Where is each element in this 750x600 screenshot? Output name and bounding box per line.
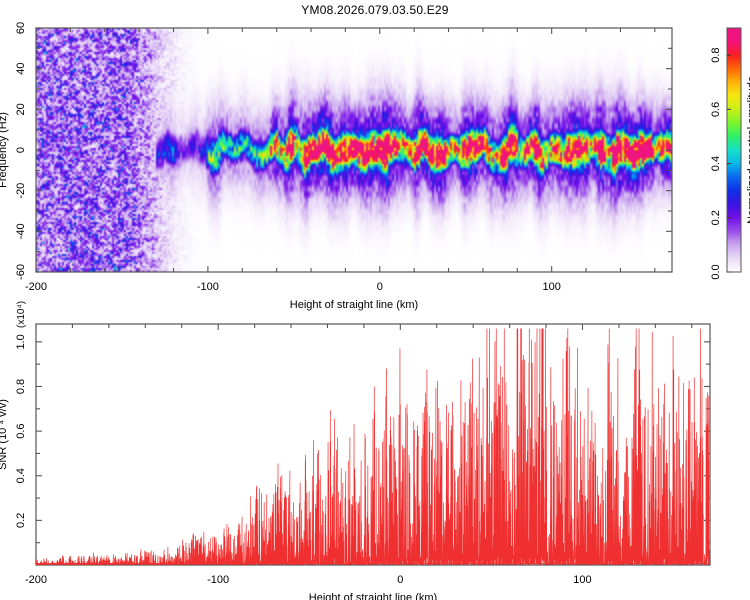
- snr-trace: [36, 328, 710, 565]
- snr-ytick-label: 0.2: [15, 513, 27, 528]
- spectrogram-xtick-label: -200: [25, 281, 47, 293]
- spectrogram-ytick-label: -60: [15, 264, 27, 280]
- snr-ytick-label: 0.4: [15, 468, 27, 483]
- snr-exponent-label: (x10⁴): [16, 301, 27, 328]
- spectrogram-xtick-label: -100: [197, 281, 219, 293]
- colorbar-ticklabel: 0.8: [710, 47, 722, 62]
- colorbar-ticklabel: 0.6: [710, 102, 722, 117]
- snr-xtick-label: -100: [207, 574, 229, 586]
- spectrogram-ytick-label: 60: [15, 22, 27, 34]
- colorbar-ticklabel: 0.2: [710, 210, 722, 225]
- colorbar-label: Normalized spectral amplitude: [746, 76, 750, 224]
- snr-ytick-label: 1.0: [15, 334, 27, 349]
- spectrogram-ytick-label: -20: [15, 183, 27, 199]
- snr-xtick-label: 0: [397, 574, 403, 586]
- colorbar-ticklabel: 0.4: [710, 156, 722, 171]
- snr-axes-frame: [35, 323, 711, 566]
- colorbar-ticklabel: 0.0: [710, 264, 722, 279]
- figure-title: YM08.2026.079.03.50.E29: [301, 3, 449, 17]
- snr-xtick-label: 100: [573, 574, 591, 586]
- snr-ytick-label: 0.8: [15, 379, 27, 394]
- spectrogram-ytick-label: -40: [15, 223, 27, 239]
- spectrogram-xtick-label: 0: [377, 281, 383, 293]
- spectrogram-ytick-label: 0: [15, 147, 27, 153]
- spectrogram-yaxis-label: Frequency (Hz): [0, 112, 9, 188]
- colorbar-gradient: [727, 28, 741, 272]
- spectrogram-ytick-label: 40: [15, 63, 27, 75]
- spectrogram-ytick-label: 20: [15, 103, 27, 115]
- spectrogram-image: [36, 28, 672, 272]
- snr-ytick-label: 0.6: [15, 423, 27, 438]
- snr-xtick-label: -200: [25, 574, 47, 586]
- colorbar-frame: [726, 27, 742, 273]
- snr-xaxis-label: Height of straight line (km): [309, 592, 437, 600]
- spectrogram-xtick-label: 100: [542, 281, 560, 293]
- spectrogram-xaxis-label: Height of straight line (km): [290, 299, 418, 311]
- snr-yaxis-label: SNR (10 ⁴ v/v): [0, 399, 9, 470]
- snr-trace-group: [36, 328, 710, 565]
